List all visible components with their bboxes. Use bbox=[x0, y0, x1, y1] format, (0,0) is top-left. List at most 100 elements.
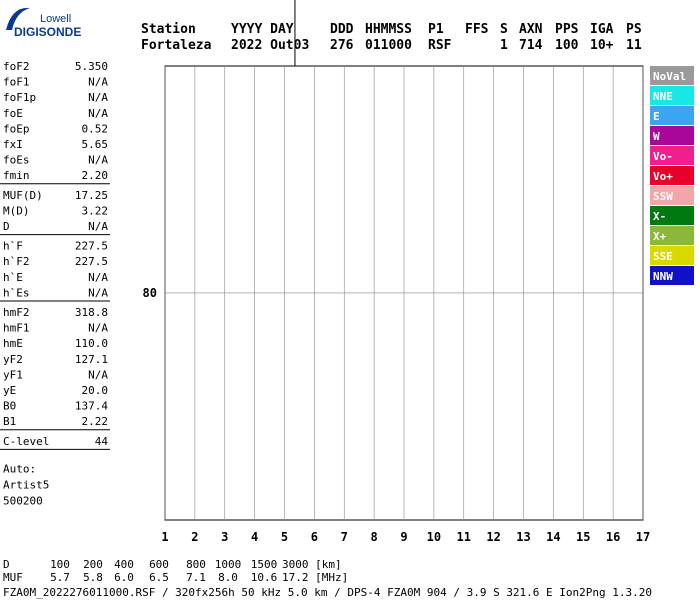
legend: NoVal NNE EW Vo- Vo+ SSW X- X+ SSE NNW bbox=[650, 66, 694, 285]
legend-swatch bbox=[650, 66, 694, 85]
footer-muf-label: MUF bbox=[3, 571, 23, 584]
header-ps-value: 11 bbox=[626, 38, 642, 53]
header-station-value: Fortaleza bbox=[141, 38, 212, 53]
x-tick-label: 10 bbox=[427, 530, 441, 544]
param-value: 44 bbox=[95, 435, 109, 448]
param-name: B0 bbox=[3, 400, 16, 413]
param-value: 5.350 bbox=[75, 60, 108, 73]
x-tick-label: 8 bbox=[371, 530, 378, 544]
x-tick-label: 1 bbox=[161, 530, 168, 544]
param-name: h`F2 bbox=[3, 255, 30, 268]
param-value: 127.1 bbox=[75, 353, 108, 366]
param-value: 227.5 bbox=[75, 255, 108, 268]
param-value: N/A bbox=[88, 220, 108, 233]
auto-scaling-line: Artist5 bbox=[3, 478, 49, 491]
footer-d-value: 100 bbox=[50, 558, 70, 571]
header-time-value: 011000 bbox=[365, 38, 412, 53]
legend-label: NNE bbox=[653, 90, 673, 103]
legend-label: SSE bbox=[653, 250, 673, 263]
param-value: N/A bbox=[88, 91, 108, 104]
parameter-panel: foF2 5.350 foF1 N/A foF1p N/A foE N/A foEp 0.52 fx… bbox=[0, 60, 110, 507]
header-hhmmss: HHMMSS bbox=[365, 22, 412, 37]
param-value: 5.65 bbox=[82, 138, 109, 151]
x-tick-label: 15 bbox=[576, 530, 590, 544]
header-pps-value: 100 bbox=[555, 38, 579, 53]
header-yyyyday: YYYY DAY bbox=[231, 22, 294, 37]
footer-muf-value: 6.0 bbox=[114, 571, 134, 584]
header: Station YYYY DAY DDD HHMMSS P1 FFS S AXN… bbox=[141, 22, 642, 53]
param-name: B1 bbox=[3, 415, 16, 428]
footer-d-value: 600 bbox=[149, 558, 169, 571]
legend-label: X+ bbox=[653, 230, 667, 243]
param-name: yF2 bbox=[3, 353, 23, 366]
param-name: yE bbox=[3, 384, 16, 397]
param-name: h`Es bbox=[3, 286, 30, 299]
legend-swatch bbox=[650, 186, 694, 205]
footer-muf-value: 8.0 bbox=[218, 571, 238, 584]
param-name: hmF2 bbox=[3, 306, 30, 319]
footer-muf-value: 17.2 [MHz] bbox=[282, 571, 348, 584]
footer-muf-value: 7.1 bbox=[186, 571, 206, 584]
x-tick-label: 14 bbox=[546, 530, 560, 544]
y-tick-label: 80 bbox=[143, 286, 157, 300]
param-value: N/A bbox=[88, 76, 108, 89]
header-axn-value: 714 bbox=[519, 38, 543, 53]
header-station: Station bbox=[141, 22, 196, 37]
param-value: 227.5 bbox=[75, 240, 108, 253]
header-ps: PS bbox=[626, 22, 642, 37]
x-tick-label: 16 bbox=[606, 530, 620, 544]
legend-label: NNW bbox=[653, 270, 673, 283]
footer-d-value: 800 bbox=[186, 558, 206, 571]
legend-swatch bbox=[650, 166, 694, 185]
param-name: foEs bbox=[3, 154, 30, 167]
legend-label: X- bbox=[653, 210, 666, 223]
legend-label: W bbox=[653, 130, 660, 143]
footer-muf-value: 5.7 bbox=[50, 571, 70, 584]
legend-label: NoVal bbox=[653, 70, 686, 83]
param-value: N/A bbox=[88, 286, 108, 299]
lowell-logo: Lowell DIGISONDE bbox=[6, 7, 81, 39]
x-axis: 1 2 3 4 5 6 7 8 9 10 11 12 13 14 15 16 17 bbox=[161, 530, 650, 544]
legend-swatch bbox=[650, 106, 694, 125]
auto-scaling-line: Auto: bbox=[3, 462, 36, 475]
footer-d-value: 400 bbox=[114, 558, 134, 571]
param-value: N/A bbox=[88, 322, 108, 335]
param-name: foF2 bbox=[3, 60, 30, 73]
grid bbox=[164, 66, 644, 520]
header-ddd-value: 276 bbox=[330, 38, 354, 53]
param-value: 0.52 bbox=[82, 122, 109, 135]
param-value: N/A bbox=[88, 368, 108, 381]
x-tick-label: 11 bbox=[457, 530, 471, 544]
param-name: D bbox=[3, 220, 10, 233]
param-name: h`E bbox=[3, 271, 23, 284]
param-value: 17.25 bbox=[75, 189, 108, 202]
legend-swatch bbox=[650, 206, 694, 225]
legend-label: E bbox=[653, 110, 660, 123]
param-value: 3.22 bbox=[82, 204, 109, 217]
x-tick-label: 7 bbox=[341, 530, 348, 544]
header-iga-value: 10+ bbox=[590, 38, 614, 53]
param-value: 2.22 bbox=[82, 415, 109, 428]
x-tick-label: 17 bbox=[636, 530, 650, 544]
legend-label: SSW bbox=[653, 190, 673, 203]
param-value: 110.0 bbox=[75, 337, 108, 350]
param-name: foEp bbox=[3, 122, 30, 135]
param-value: 137.4 bbox=[75, 400, 108, 413]
header-s-value: 1 bbox=[500, 38, 508, 53]
footer-muf-value: 5.8 bbox=[83, 571, 103, 584]
y-axis: 80200300400500600700800900 bbox=[143, 286, 157, 300]
param-name: fxI bbox=[3, 138, 23, 151]
param-name: foF1p bbox=[3, 91, 36, 104]
param-name: foE bbox=[3, 107, 23, 120]
x-tick-label: 5 bbox=[281, 530, 288, 544]
x-tick-label: 9 bbox=[400, 530, 407, 544]
footer-d-value: 3000 [km] bbox=[282, 558, 342, 571]
header-date-value: 2022 Out03 bbox=[231, 38, 309, 53]
legend-label: Vo+ bbox=[653, 170, 673, 183]
footer-d-value: 200 bbox=[83, 558, 103, 571]
param-name: h`F bbox=[3, 240, 23, 253]
header-ddd: DDD bbox=[330, 22, 354, 37]
footer-muf-value: 6.5 bbox=[149, 571, 169, 584]
header-p1: P1 bbox=[428, 22, 444, 37]
